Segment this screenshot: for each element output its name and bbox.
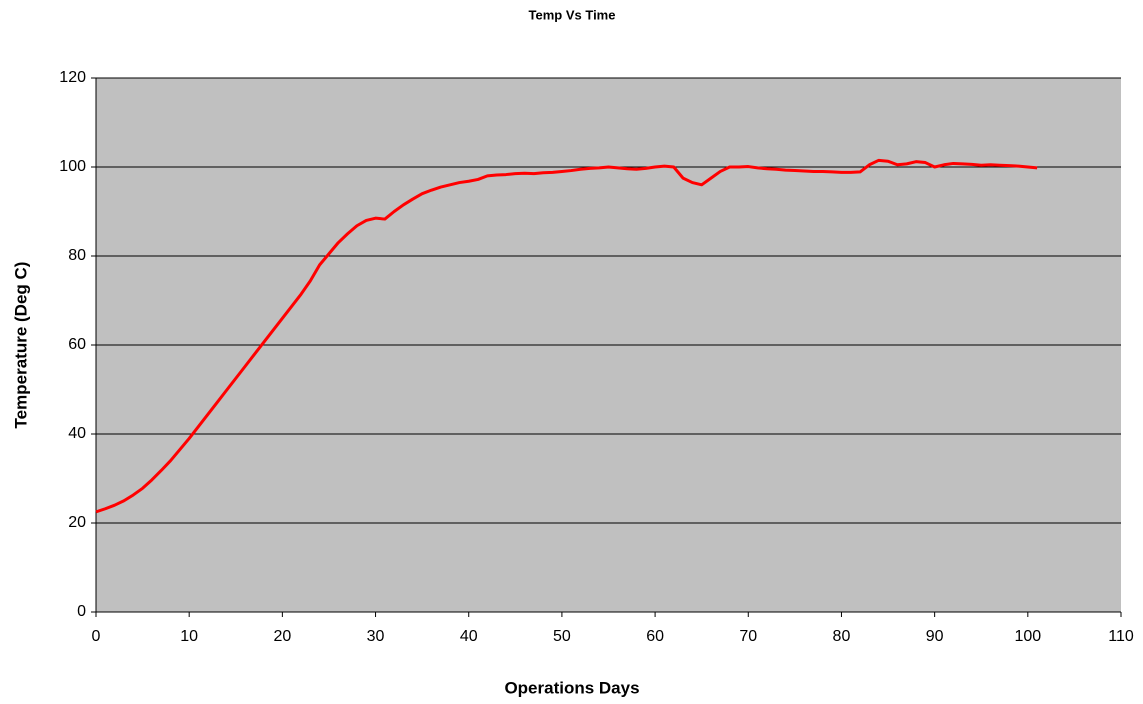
y-tick-label: 20	[68, 514, 86, 531]
y-tick-label: 40	[68, 425, 86, 442]
x-tick-label: 100	[1014, 628, 1041, 645]
y-tick-label: 100	[59, 158, 86, 175]
x-tick-label: 70	[739, 628, 757, 645]
x-tick-label: 20	[273, 628, 291, 645]
x-tick-label: 10	[180, 628, 198, 645]
chart-title: Temp Vs Time	[529, 7, 616, 22]
y-tick-label: 120	[59, 69, 86, 86]
x-tick-label: 80	[833, 628, 851, 645]
x-tick-label: 30	[367, 628, 385, 645]
y-tick-label: 80	[68, 247, 86, 264]
y-axis-label: Temperature (Deg C)	[11, 262, 30, 429]
x-tick-label: 50	[553, 628, 571, 645]
y-tick-label: 60	[68, 336, 86, 353]
x-tick-label: 60	[646, 628, 664, 645]
x-tick-label: 110	[1108, 628, 1134, 645]
x-tick-label: 0	[92, 628, 101, 645]
y-tick-label: 0	[77, 603, 86, 620]
x-tick-label: 90	[926, 628, 944, 645]
data-line	[95, 158, 1038, 514]
x-tick-label: 40	[460, 628, 478, 645]
x-axis-label: Operations Days	[504, 678, 639, 697]
